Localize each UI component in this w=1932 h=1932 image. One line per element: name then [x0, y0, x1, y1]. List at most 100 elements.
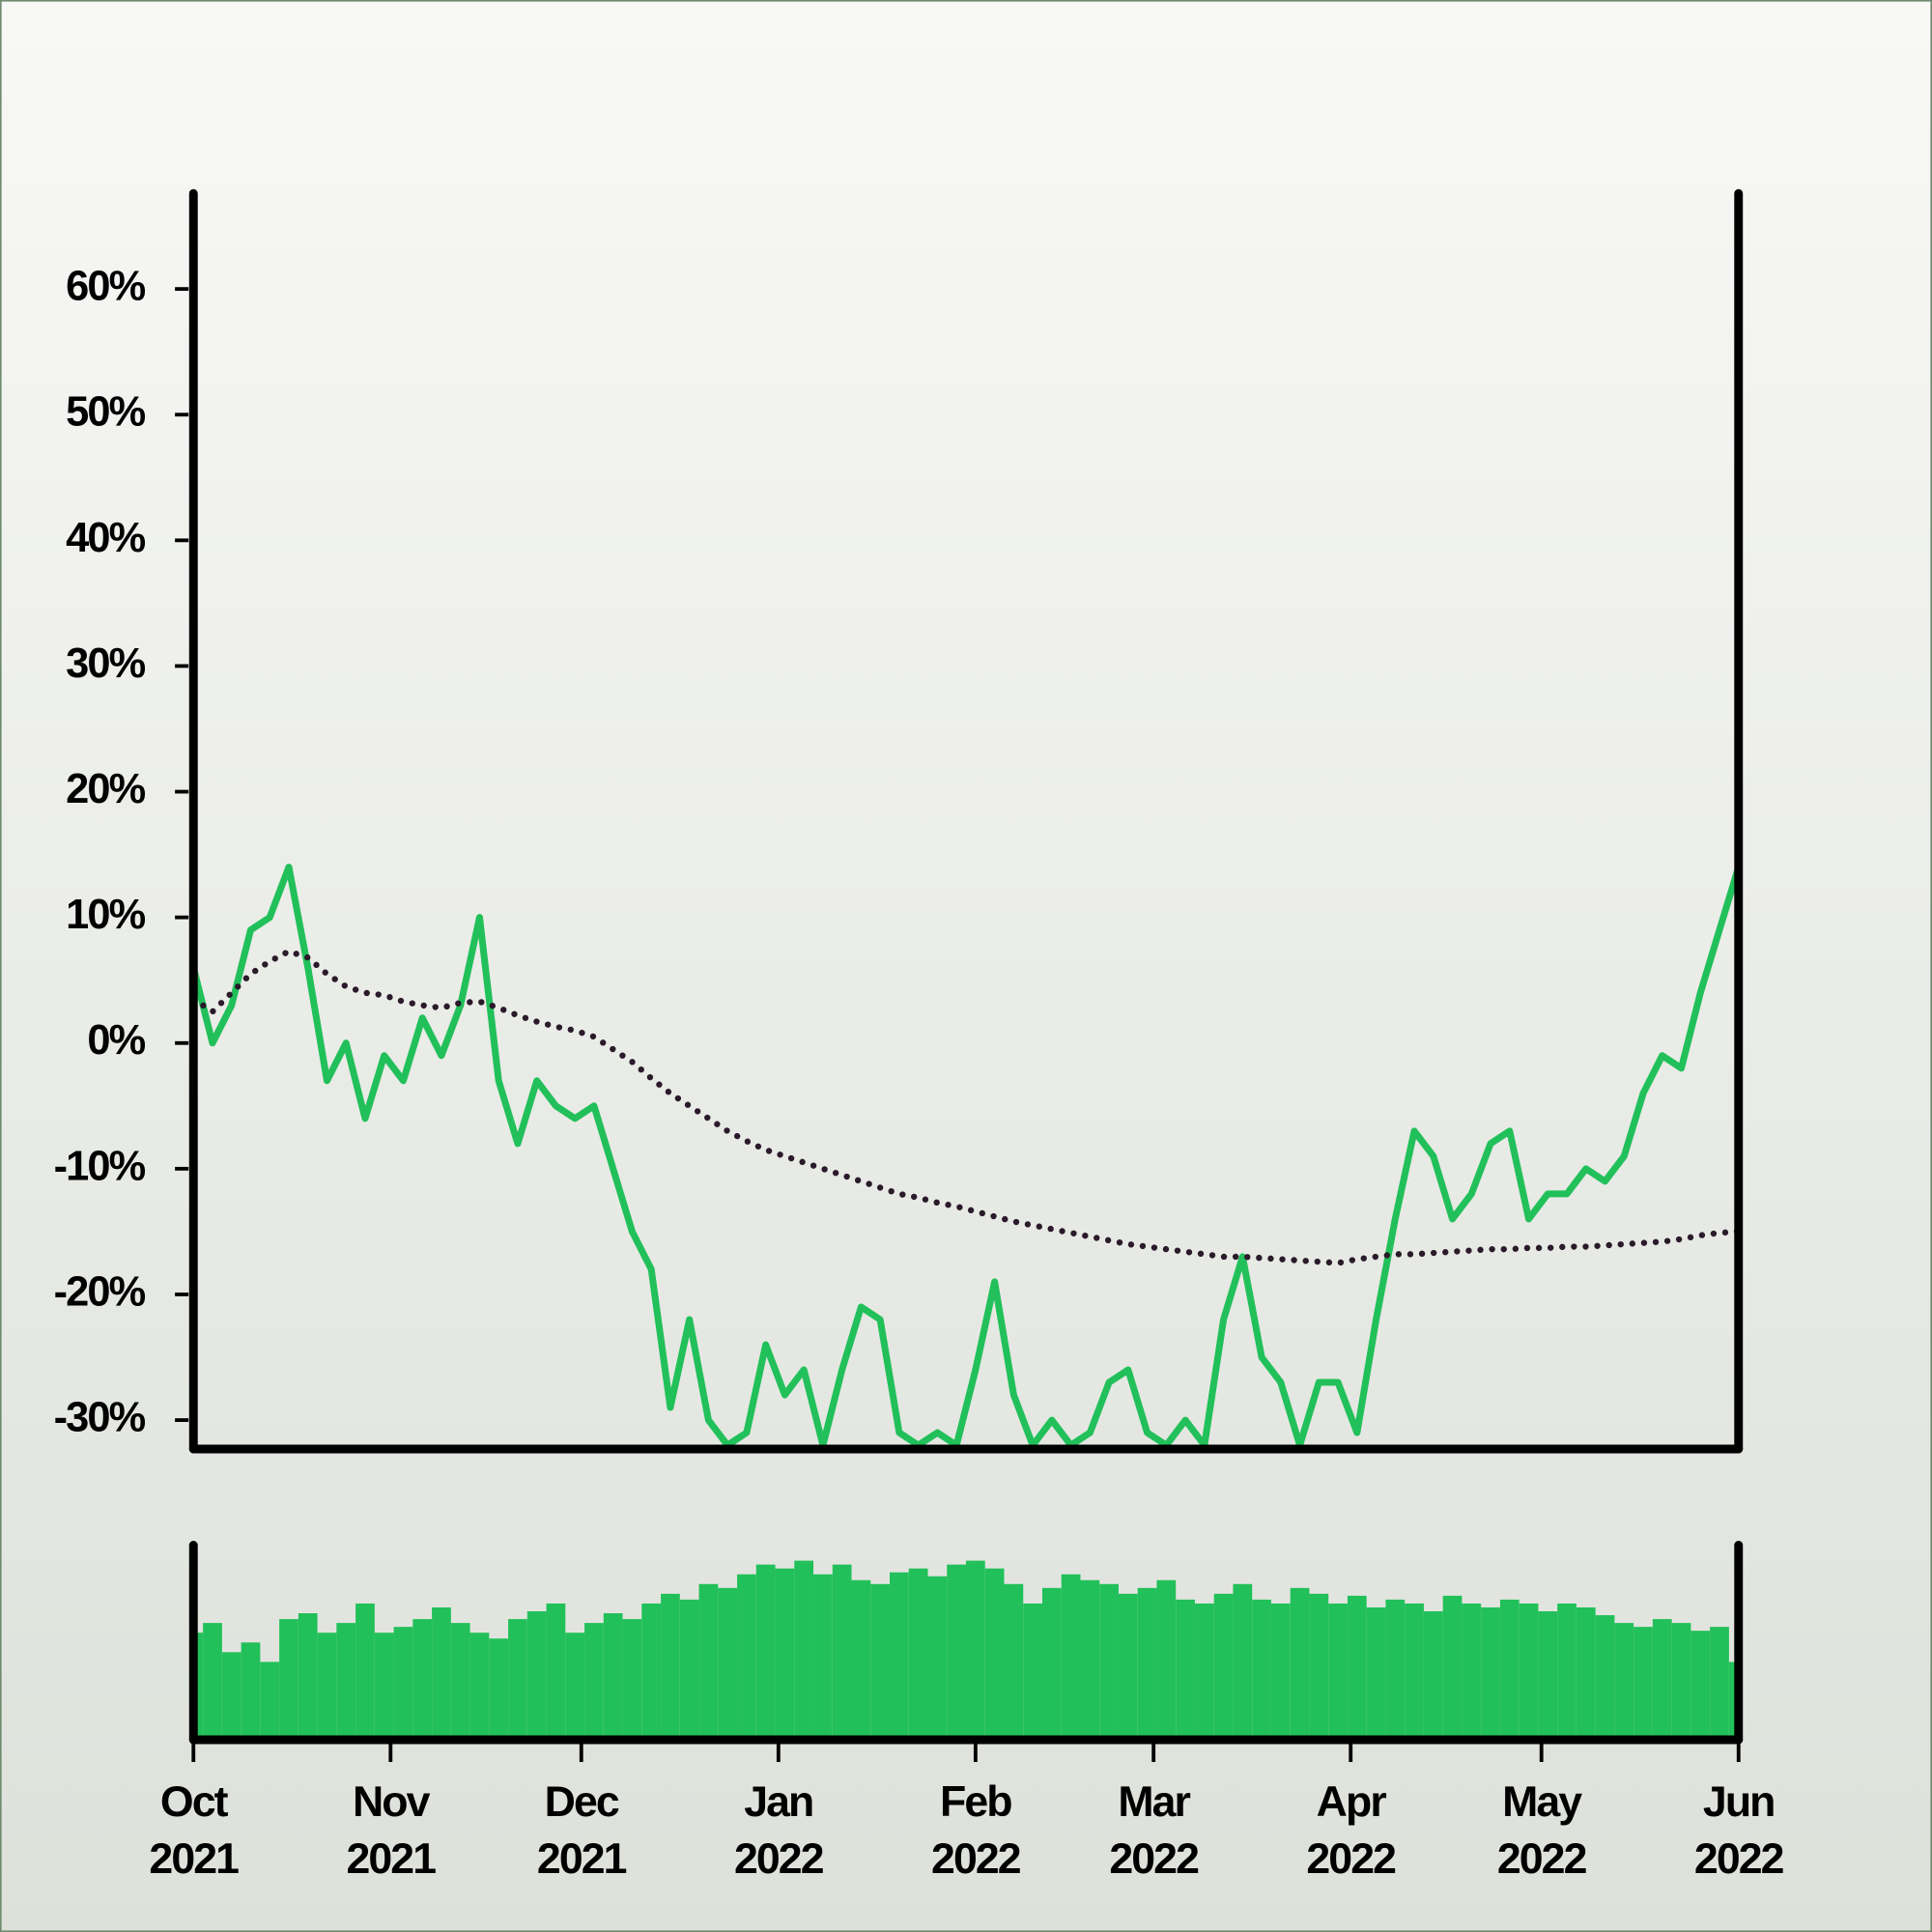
volume-bar	[432, 1606, 451, 1741]
x-tick-label: May 2022	[1496, 1777, 1588, 1883]
volume-bar	[336, 1623, 356, 1741]
volume-bar	[1270, 1603, 1291, 1741]
axes	[188, 188, 1744, 1745]
volume-bar	[374, 1633, 394, 1741]
x-tick-label-box: Apr 2022	[1306, 1777, 1397, 1883]
volume-bar	[508, 1619, 527, 1741]
volume-bar	[450, 1623, 470, 1741]
y-tick-label: -30%	[54, 1395, 146, 1441]
y-tick-label: 0%	[87, 1017, 145, 1064]
volume-bar	[1137, 1587, 1157, 1741]
x-tick-label-box: Dec 2021	[536, 1777, 628, 1883]
volume-bar	[1595, 1615, 1615, 1741]
volume-bar	[317, 1633, 337, 1741]
volume-bar	[641, 1603, 662, 1741]
volume-bar	[737, 1574, 756, 1741]
volume-bar	[622, 1619, 642, 1741]
volume-bar	[584, 1623, 604, 1741]
volume-bar	[221, 1652, 242, 1741]
y-tick-label: -10%	[54, 1143, 146, 1189]
volume-bar	[393, 1627, 413, 1741]
x-tick-label: Dec 2021	[536, 1777, 628, 1883]
volume-bar	[1004, 1583, 1024, 1741]
volume-bar	[203, 1623, 222, 1741]
volume-bar	[1347, 1595, 1367, 1741]
x-tick-label: Mar 2022	[1109, 1777, 1200, 1883]
volume-bar	[1233, 1583, 1253, 1741]
plot-area	[193, 864, 1739, 1449]
y-tick-label: 30%	[66, 640, 145, 687]
volume-bar	[966, 1560, 985, 1741]
volume-bar	[412, 1619, 433, 1741]
volume-bar	[1156, 1579, 1177, 1741]
volume-bar	[698, 1583, 719, 1741]
volume-bar	[679, 1599, 699, 1741]
volume-bar	[1366, 1606, 1386, 1741]
volume-bar	[890, 1572, 909, 1741]
volume-bar	[1328, 1603, 1348, 1741]
volume-bar	[603, 1613, 623, 1741]
volume-bar	[984, 1568, 1005, 1741]
volume-bar	[1614, 1623, 1634, 1741]
volume-bar	[1041, 1587, 1062, 1741]
volume-bar	[813, 1574, 833, 1741]
x-tick-label: Nov 2021	[346, 1777, 437, 1883]
volume-bar	[1710, 1627, 1729, 1741]
y-tick-label: 60%	[66, 264, 145, 310]
volume-bar	[1023, 1603, 1042, 1741]
y-tick-label: 10%	[66, 892, 145, 938]
volume-bar	[1728, 1662, 1739, 1741]
volume-bar	[1576, 1606, 1596, 1741]
volume-bar	[1671, 1623, 1691, 1741]
volume-bar	[1213, 1593, 1234, 1741]
x-tick-label-box: Jan 2022	[734, 1778, 825, 1883]
x-tick-label: Oct 2021	[149, 1777, 240, 1883]
volume-bar	[1442, 1595, 1463, 1741]
volume-bar	[1194, 1603, 1214, 1741]
volume-bar	[755, 1564, 776, 1741]
volume-bar	[1405, 1603, 1424, 1741]
volume-bar	[1634, 1627, 1653, 1741]
volume-bar	[927, 1576, 948, 1741]
volume-bar	[1099, 1583, 1119, 1741]
volume-bar	[1652, 1619, 1672, 1741]
volume-bar	[469, 1633, 490, 1741]
x-tick-label: Feb 2022	[931, 1777, 1022, 1883]
volume-bar	[1499, 1599, 1520, 1741]
volume-bar	[718, 1587, 738, 1741]
price-line	[193, 864, 1739, 1449]
volume-bar	[546, 1603, 566, 1741]
volume-bar	[1176, 1599, 1195, 1741]
volume-bar	[1481, 1606, 1500, 1741]
volume-bar	[908, 1568, 928, 1741]
x-tick-label-box: Feb 2022	[931, 1777, 1022, 1883]
volume-bar	[1080, 1579, 1100, 1741]
x-tick-label-box: Jun 2022	[1693, 1777, 1785, 1883]
x-tick-label: Apr 2022	[1306, 1777, 1397, 1883]
volume-bar	[1118, 1593, 1138, 1741]
volume-bar	[661, 1593, 680, 1741]
volume-bar	[1557, 1603, 1577, 1741]
volume-panel: Oct 2021 Nov 2021 Dec 2021 Jan 2022 Feb 2022…	[149, 1560, 1785, 1883]
volume-bar	[279, 1619, 298, 1741]
volume-bar	[832, 1564, 852, 1741]
volume-bar	[1690, 1631, 1711, 1741]
volume-bar	[526, 1611, 547, 1741]
volume-bar	[1538, 1611, 1558, 1741]
volume-bar	[794, 1560, 814, 1741]
volume-bar	[1309, 1593, 1329, 1741]
x-tick-label-box: Oct 2021	[149, 1777, 240, 1883]
volume-bar	[1519, 1603, 1539, 1741]
volume-bar	[1252, 1599, 1271, 1741]
y-tick-label: 50%	[66, 389, 145, 436]
volume-bar	[947, 1564, 966, 1741]
volume-bar	[775, 1568, 795, 1741]
x-tick-label-box: Nov 2021	[346, 1777, 437, 1883]
price-panel: -30% -20% -10% 0% 10% 20% 30% 40% 50% 60%	[54, 264, 1739, 1449]
volume-bar	[1462, 1603, 1482, 1741]
volume-bar	[260, 1662, 280, 1741]
volume-bar	[851, 1579, 871, 1741]
volume-bar	[298, 1613, 318, 1741]
x-tick-label: Jun 2022	[1693, 1777, 1785, 1883]
